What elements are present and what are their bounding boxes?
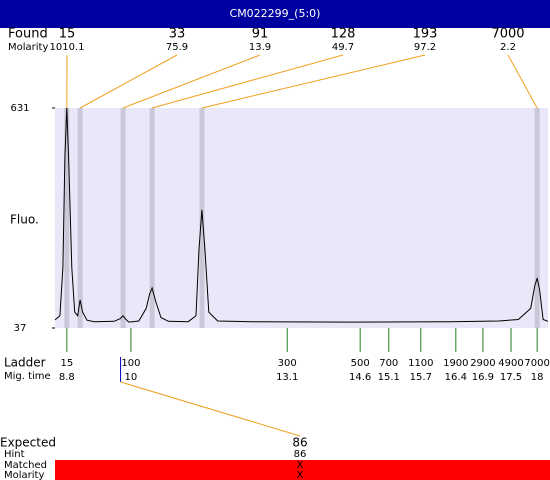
peak-connector: [151, 54, 344, 109]
ladder-size: 300: [278, 358, 297, 369]
expected-label: Expected: [0, 436, 56, 450]
peak-band: [199, 108, 205, 328]
molarity-label: Molarity: [8, 42, 48, 53]
found-molarity: 1010.1: [50, 42, 85, 53]
found-molarity: 13.9: [249, 42, 271, 53]
exp-molarity-label: Molarity: [4, 470, 44, 480]
found-size: 33: [169, 27, 186, 42]
y-tick-label: 37: [14, 323, 27, 334]
found-molarity: 75.9: [166, 42, 188, 53]
ladder-size: 100: [121, 358, 140, 369]
found-size: 193: [413, 27, 438, 42]
y-label: Fluo.: [10, 213, 39, 227]
chart-title: CM022299_(5:0): [230, 7, 321, 20]
peak-connector: [507, 54, 538, 109]
found-size: 7000: [491, 27, 524, 42]
found-size: 15: [59, 27, 76, 42]
mig-time-label: Mig. time: [4, 371, 51, 382]
ladder-mig-time: 17.5: [500, 372, 522, 383]
found-molarity: 97.2: [414, 42, 436, 53]
expected-value: 86: [292, 436, 307, 450]
ladder-label: Ladder: [4, 356, 46, 370]
peak-band: [64, 108, 70, 328]
title-bar: [0, 0, 550, 28]
hint-value: 86: [294, 449, 307, 460]
ladder-size: 2900: [470, 358, 495, 369]
found-molarity: 2.2: [500, 42, 516, 53]
ladder-size: 15: [60, 358, 73, 369]
ladder-mig-time: 8.8: [59, 372, 75, 383]
ladder-mig-time: 16.4: [445, 372, 467, 383]
peak-band: [120, 108, 126, 328]
peak-band: [77, 108, 83, 328]
matched-bar: [55, 460, 550, 480]
ladder-mig-time: 14.6: [349, 372, 371, 383]
ladder-size: 7000: [524, 358, 549, 369]
ladder-size: 1100: [408, 358, 433, 369]
matched-value: X: [297, 460, 304, 471]
matched-label: Matched: [4, 460, 47, 471]
y-tick-label: 631: [10, 103, 29, 114]
peak-band: [534, 108, 540, 328]
peak-band: [149, 108, 155, 328]
found-label: Found: [8, 27, 48, 42]
molarity-value: X: [297, 470, 304, 480]
peak-connector: [122, 54, 261, 109]
ladder-size: 4900: [498, 358, 523, 369]
ladder-mig-time: 15.7: [410, 372, 432, 383]
ladder-mig-time: 18: [531, 372, 544, 383]
found-size: 128: [331, 27, 356, 42]
ladder-size: 700: [379, 358, 398, 369]
ladder-mig-time: 15.1: [378, 372, 400, 383]
expected-connector: [120, 381, 301, 437]
hint-label: Hint: [4, 449, 25, 460]
found-size: 91: [252, 27, 269, 42]
ladder-mig-time: 13.1: [276, 372, 298, 383]
ladder-mig-time: 10: [125, 372, 138, 383]
ladder-size: 1900: [443, 358, 468, 369]
plot-area: [55, 108, 548, 328]
ladder-size: 500: [351, 358, 370, 369]
peak-connector: [201, 54, 426, 109]
peak-connector: [79, 54, 178, 109]
trace: [54, 107, 549, 323]
ladder-mig-time: 16.9: [472, 372, 494, 383]
found-molarity: 49.7: [332, 42, 354, 53]
